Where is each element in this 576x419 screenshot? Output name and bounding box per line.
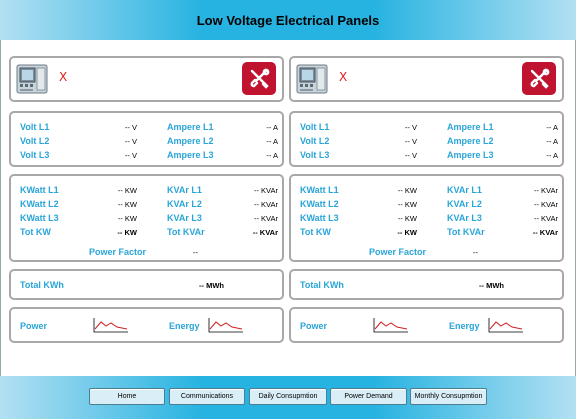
panel-header: X: [9, 56, 284, 102]
volt-value: -- V: [404, 137, 417, 146]
power-factor-label: Power Factor: [89, 247, 147, 257]
ampere-label: Ampere L2: [167, 136, 214, 146]
kwatt-value: -- KW: [117, 214, 137, 223]
total-kwh-label: Total KWh: [20, 280, 64, 290]
energy-trend-icon[interactable]: [488, 317, 524, 333]
kvar-value: -- KVAr: [533, 200, 558, 209]
total-kwh-label: Total KWh: [300, 280, 344, 290]
volt-value: -- V: [404, 123, 417, 132]
kvar-value: -- KVAr: [253, 186, 278, 195]
total-kwh-box: Total KWh -- MWh: [9, 269, 284, 300]
volt-value: -- V: [404, 151, 417, 160]
power-factor-value: --: [193, 248, 198, 257]
nav-daily-consumption-button[interactable]: Daily Consupmtion: [249, 388, 327, 405]
total-kwh-box: Total KWh -- MWh: [289, 269, 564, 300]
ampere-label: Ampere L3: [447, 150, 494, 160]
kwatt-value: -- KW: [117, 186, 137, 195]
energy-trend-label: Energy: [449, 321, 480, 331]
ampere-value: -- A: [546, 137, 558, 146]
ampere-value: -- A: [266, 123, 278, 132]
power-box: KWatt L1 -- KW KVAr L1 -- KVAr KWatt L2 -- KW…: [289, 174, 564, 262]
connection-status-x: X: [339, 70, 348, 84]
kwatt-value: -- KW: [117, 200, 137, 209]
power-trend-icon[interactable]: [373, 317, 409, 333]
volt-value: -- V: [124, 137, 137, 146]
kwatt-label: KWatt L2: [20, 199, 59, 209]
tools-button[interactable]: [242, 62, 276, 95]
header-bar: Low Voltage Electrical Panels: [0, 0, 576, 40]
kwatt-value: -- KW: [397, 200, 417, 209]
power-factor-value: --: [473, 248, 478, 257]
kwatt-label: KWatt L2: [300, 199, 339, 209]
kwatt-value: -- KW: [397, 186, 417, 195]
kwatt-label: KWatt L3: [300, 213, 339, 223]
total-kwh-value: -- MWh: [199, 281, 224, 290]
volt-label: Volt L2: [300, 136, 330, 146]
nav-monthly-consumption-button[interactable]: Monthly Consupmtion: [410, 388, 487, 405]
trends-box: Power Energy: [9, 307, 284, 343]
tot-kw-value: -- KW: [397, 228, 417, 237]
kwatt-label: KWatt L1: [300, 185, 339, 195]
nav-power-demand-button[interactable]: Power Demand: [330, 388, 407, 405]
tot-kw-label: Tot KW: [20, 227, 51, 237]
volt-label: Volt L2: [20, 136, 50, 146]
tot-kw-value: -- KW: [117, 228, 137, 237]
volt-label: Volt L1: [20, 122, 50, 132]
ampere-label: Ampere L1: [447, 122, 494, 132]
nav-home-button[interactable]: Home: [89, 388, 165, 405]
ampere-value: -- A: [266, 137, 278, 146]
kvar-value: -- KVAr: [533, 214, 558, 223]
power-meter-icon: [296, 64, 328, 94]
kvar-label: KVAr L2: [167, 199, 202, 209]
volt-label: Volt L1: [300, 122, 330, 132]
power-trend-icon[interactable]: [93, 317, 129, 333]
tools-button[interactable]: [522, 62, 556, 95]
tools-icon: [247, 67, 271, 91]
trends-box: Power Energy: [289, 307, 564, 343]
ampere-label: Ampere L2: [447, 136, 494, 146]
power-factor-label: Power Factor: [369, 247, 427, 257]
power-trend-label: Power: [20, 321, 48, 331]
power-box: KWatt L1 -- KW KVAr L1 -- KVAr KWatt L2 -- KW…: [9, 174, 284, 262]
kvar-label: KVAr L3: [447, 213, 482, 223]
ampere-label: Ampere L1: [167, 122, 214, 132]
voltage-current-box: Volt L1 -- V Ampere L1 -- A Volt L2 -- V Amper…: [289, 111, 564, 167]
power-trend-label: Power: [300, 321, 328, 331]
tot-kvar-value: -- KVAr: [252, 228, 278, 237]
power-meter-icon: [16, 64, 48, 94]
kvar-label: KVAr L3: [167, 213, 202, 223]
volt-label: Volt L3: [20, 150, 50, 160]
kvar-value: -- KVAr: [253, 214, 278, 223]
kvar-label: KVAr L1: [447, 185, 482, 195]
kvar-value: -- KVAr: [253, 200, 278, 209]
ampere-value: -- A: [266, 151, 278, 160]
tot-kvar-label: Tot KVAr: [447, 227, 485, 237]
connection-status-x: X: [59, 70, 68, 84]
tot-kvar-label: Tot KVAr: [167, 227, 205, 237]
volt-value: -- V: [124, 123, 137, 132]
kvar-value: -- KVAr: [533, 186, 558, 195]
tot-kw-label: Tot KW: [300, 227, 331, 237]
kwatt-value: -- KW: [397, 214, 417, 223]
kvar-label: KVAr L1: [167, 185, 202, 195]
kvar-label: KVAr L2: [447, 199, 482, 209]
tot-kvar-value: -- KVAr: [532, 228, 558, 237]
ampere-label: Ampere L3: [167, 150, 214, 160]
footer-bar: Home Communications Daily Consupmtion Po…: [0, 376, 576, 419]
ampere-value: -- A: [546, 151, 558, 160]
energy-trend-icon[interactable]: [208, 317, 244, 333]
volt-value: -- V: [124, 151, 137, 160]
ampere-value: -- A: [546, 123, 558, 132]
energy-trend-label: Energy: [169, 321, 200, 331]
page-title: Low Voltage Electrical Panels: [196, 12, 380, 28]
voltage-current-box: Volt L1 -- V Ampere L1 -- A Volt L2 -- V Amper…: [9, 111, 284, 167]
nav-communications-button[interactable]: Communications: [169, 388, 245, 405]
panel-header: X: [289, 56, 564, 102]
total-kwh-value: -- MWh: [479, 281, 504, 290]
tools-icon: [527, 67, 551, 91]
kwatt-label: KWatt L3: [20, 213, 59, 223]
volt-label: Volt L3: [300, 150, 330, 160]
kwatt-label: KWatt L1: [20, 185, 59, 195]
